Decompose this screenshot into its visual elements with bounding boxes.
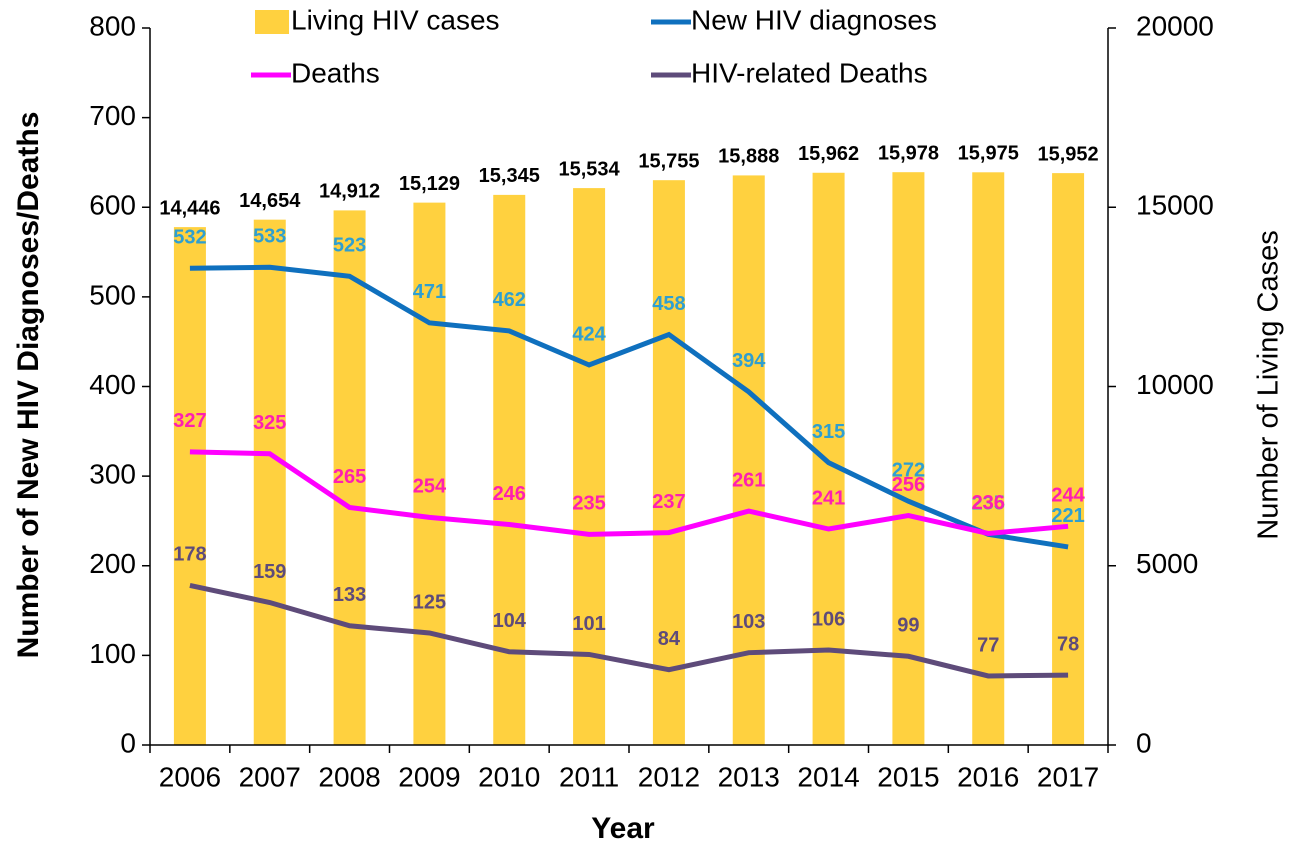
y-tick-label: 500: [89, 279, 136, 310]
x-tick-label: 2010: [478, 761, 540, 792]
legend-swatch: [255, 10, 289, 34]
data-label: 159: [253, 561, 286, 583]
x-tick-label: 2009: [398, 761, 460, 792]
x-axis-title: Year: [591, 812, 655, 845]
x-tick-label: 2014: [797, 761, 859, 792]
data-label: 14,446: [159, 197, 220, 219]
y2-tick-label: 10000: [1136, 369, 1214, 400]
y2-tick-label: 5000: [1136, 548, 1198, 579]
bar: [173, 227, 206, 745]
data-label: 14,654: [239, 190, 301, 212]
data-label: 15,129: [399, 173, 460, 195]
y-tick-label: 800: [89, 10, 136, 41]
y2-axis-title: Number of Living Cases: [1253, 230, 1285, 539]
data-label: 265: [333, 466, 366, 488]
x-tick-label: 2006: [159, 761, 221, 792]
x-tick-label: 2011: [559, 761, 619, 792]
data-label: 462: [493, 289, 526, 311]
data-label: 15,755: [638, 150, 699, 172]
data-label: 99: [897, 615, 919, 637]
data-label: 221: [1051, 505, 1084, 527]
data-label: 77: [977, 634, 999, 656]
data-label: 237: [652, 491, 685, 513]
data-label: 241: [812, 487, 845, 509]
y-tick-label: 300: [89, 459, 136, 490]
data-label: 458: [652, 293, 685, 315]
y-axis-title: Number of New HIV Diagnoses/Deaths: [12, 112, 45, 659]
data-label: 471: [413, 281, 446, 303]
y-tick-label: 200: [89, 548, 136, 579]
data-label: 101: [572, 613, 605, 635]
data-label: 235: [572, 493, 605, 515]
y2-tick-label: 15000: [1136, 190, 1214, 221]
data-label: 125: [413, 591, 446, 613]
bar: [1052, 173, 1085, 746]
data-label: 133: [333, 584, 366, 606]
x-tick-label: 2015: [877, 761, 939, 792]
data-label: 246: [493, 483, 526, 505]
data-label: 532: [173, 226, 206, 248]
data-label: 244: [1051, 485, 1085, 507]
x-tick-label: 2012: [638, 761, 700, 792]
y-tick-label: 0: [120, 727, 136, 758]
bar: [732, 175, 765, 745]
bar: [652, 180, 685, 746]
line: [189, 264, 1069, 550]
y-tick-label: 100: [89, 638, 136, 669]
x-tick-label: 2016: [957, 761, 1019, 792]
data-label: 78: [1057, 633, 1079, 655]
data-label: 106: [812, 608, 845, 630]
data-label: 15,975: [958, 143, 1019, 165]
y-tick-label: 600: [89, 190, 136, 221]
data-label: 15,534: [558, 158, 620, 180]
data-label: 15,978: [878, 142, 939, 164]
data-label: 523: [333, 235, 366, 257]
bar: [812, 172, 845, 745]
data-label: 327: [173, 410, 206, 432]
legend-label: Deaths: [291, 57, 380, 88]
x-tick-label: 2017: [1037, 761, 1099, 792]
data-label: 104: [493, 610, 527, 632]
data-label: 15,888: [718, 146, 779, 168]
data-label: 235: [972, 493, 1005, 515]
data-label: 533: [253, 226, 286, 248]
data-label: 103: [732, 611, 765, 633]
bar: [892, 172, 925, 745]
data-label: 14,912: [319, 181, 380, 203]
data-label: 394: [732, 350, 766, 372]
line: [189, 449, 1069, 537]
data-label: 254: [413, 476, 447, 498]
y2-tick-label: 0: [1136, 727, 1152, 758]
x-tick-label: 2013: [718, 761, 780, 792]
line: [189, 583, 1069, 679]
data-label: 15,952: [1037, 143, 1098, 165]
data-label: 424: [572, 323, 606, 345]
data-label: 15,962: [798, 143, 859, 165]
bar: [333, 210, 366, 746]
y-tick-label: 700: [89, 100, 136, 131]
bar: [972, 172, 1005, 745]
bar: [493, 194, 526, 746]
data-label: 325: [253, 412, 286, 434]
legend-label: HIV-related Deaths: [691, 57, 928, 88]
bar: [413, 202, 446, 745]
legend-label: New HIV diagnoses: [691, 4, 937, 35]
y2-tick-label: 20000: [1136, 10, 1214, 41]
data-label: 236: [972, 492, 1005, 514]
y-tick-label: 400: [89, 369, 136, 400]
data-label: 178: [173, 544, 206, 566]
data-label: 272: [892, 460, 925, 482]
data-label: 315: [812, 421, 845, 443]
data-label: 15,345: [479, 165, 540, 187]
x-tick-label: 2007: [239, 761, 301, 792]
data-label: 261: [732, 469, 765, 491]
x-tick-label: 2008: [318, 761, 380, 792]
data-label: 84: [658, 628, 681, 650]
data-label: 256: [892, 474, 925, 496]
bar: [253, 219, 286, 745]
legend-label: Living HIV cases: [291, 4, 500, 35]
bar: [573, 188, 606, 746]
